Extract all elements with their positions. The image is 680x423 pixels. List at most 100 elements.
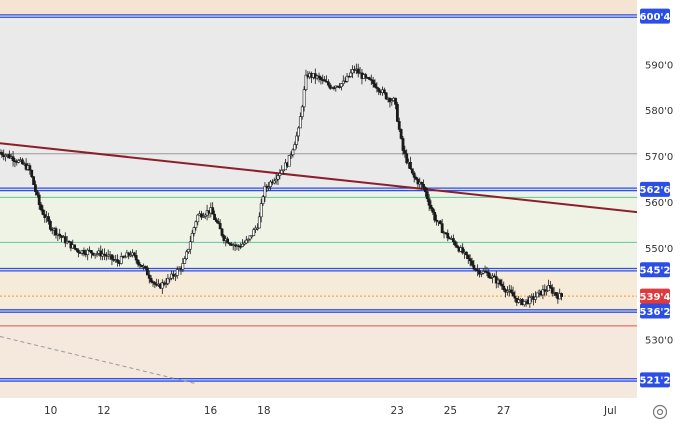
candle-body-89: [164, 283, 168, 285]
candle-body-98: [181, 263, 185, 270]
level-label-0-bg: [640, 8, 670, 24]
candle-body-268: [498, 279, 502, 285]
level-labels: 600'4 562'6 545'2 536'2 521'2 539'4: [640, 8, 671, 388]
candle-body-213: [395, 104, 399, 122]
candle-body-83: [153, 282, 157, 285]
candle-body-94: [173, 275, 177, 277]
candle-body-52: [95, 253, 99, 255]
price-tick-label: 580'0: [645, 106, 673, 117]
candle-body-272: [506, 290, 509, 293]
candle-body-233: [433, 212, 437, 221]
candle-body-130: [241, 243, 244, 247]
candle-body-91: [168, 277, 172, 280]
candle-body-75: [138, 263, 142, 266]
price-tick-label: 550'0: [645, 244, 673, 255]
candle-body-215: [399, 129, 403, 139]
candle-body-232: [431, 208, 435, 213]
candle-body-132: [244, 239, 248, 244]
settings-icon[interactable]: [652, 404, 668, 420]
level-label-0: 600'4: [640, 12, 671, 23]
candle-body-236: [438, 220, 442, 224]
candle-body-243: [451, 238, 455, 242]
candle-body-288: [535, 292, 539, 298]
candle-body-139: [257, 216, 261, 229]
candle-body-164: [304, 74, 308, 90]
candle-body-138: [256, 227, 259, 230]
candle-body-7: [11, 156, 15, 161]
level-label-2: 545'2: [640, 265, 671, 276]
candle-body-257: [478, 270, 481, 275]
price-tick-label: 560'0: [645, 198, 673, 209]
candle-body-151: [280, 169, 284, 174]
candle-body-275: [511, 292, 515, 297]
candle-body-3: [4, 154, 7, 157]
candle-body-56: [103, 253, 106, 256]
level-label-2-bg: [640, 262, 670, 278]
candle-body-291: [541, 289, 545, 296]
candle-body-114: [211, 207, 215, 215]
candle-body-120: [222, 235, 226, 241]
candle-body-106: [196, 214, 200, 223]
candle-body-237: [440, 223, 444, 233]
candle-body-133: [246, 238, 250, 241]
candle-body-148: [274, 179, 278, 182]
candle-body-245: [455, 245, 459, 248]
candle-body-188: [349, 72, 353, 77]
candle-body-292: [543, 289, 547, 292]
candle-body-21: [37, 194, 41, 205]
time-tick-label: Jul: [603, 405, 617, 417]
candle-body-176: [326, 81, 330, 86]
candle-body-301: [560, 293, 563, 297]
candle-body-159: [295, 135, 299, 145]
candle-body-254: [472, 264, 476, 270]
candle-body-67: [123, 256, 127, 259]
candle-body-203: [377, 88, 381, 92]
candle-body-252: [468, 258, 472, 262]
candle-body-19: [34, 184, 37, 192]
zone-1: [0, 16, 637, 190]
candle-body-79: [145, 267, 149, 276]
candle-body-65: [119, 256, 123, 264]
candle-body-23: [41, 209, 45, 215]
candle-body-274: [509, 289, 513, 293]
candle-body-177: [328, 84, 332, 89]
candle-body-80: [147, 274, 151, 279]
candle-body-234: [435, 219, 438, 222]
level-label-3: 536'2: [640, 307, 671, 318]
candle-body-110: [203, 214, 207, 217]
current-price-label-bg: [640, 288, 670, 304]
candle-body-1: [0, 152, 4, 156]
candle-body-122: [226, 238, 230, 244]
candle-body-202: [375, 86, 379, 89]
candle-body-118: [218, 223, 222, 230]
level-label-4-bg: [640, 372, 670, 388]
candle-body-60: [110, 254, 114, 260]
candle-body-262: [487, 272, 491, 278]
price-tick-label: 530'0: [645, 336, 673, 347]
candle-body-157: [291, 149, 295, 156]
candle-body-30: [54, 228, 58, 236]
candle-body-295: [548, 285, 552, 288]
candle-body-141: [261, 196, 265, 204]
time-tick-label: 12: [97, 405, 110, 417]
candle-body-18: [32, 176, 35, 185]
candle-body-200: [371, 79, 375, 84]
candle-body-123: [228, 242, 231, 245]
candle-body-100: [185, 251, 188, 260]
candle-body-163: [302, 89, 306, 108]
candle-body-186: [345, 75, 349, 82]
candle-body-145: [269, 181, 272, 188]
candle-body-174: [323, 79, 327, 82]
candle-body-227: [422, 184, 425, 188]
candle-body-231: [429, 204, 433, 209]
zone-4: [0, 311, 637, 380]
price-tick-label: 590'0: [645, 60, 673, 71]
current-price-label: 539'4: [640, 292, 671, 303]
candle-body-42: [76, 249, 80, 253]
candle-body-32: [58, 233, 62, 237]
candle-body-74: [136, 259, 140, 265]
time-tick-label: 16: [204, 405, 218, 417]
candle-body-140: [259, 203, 263, 218]
